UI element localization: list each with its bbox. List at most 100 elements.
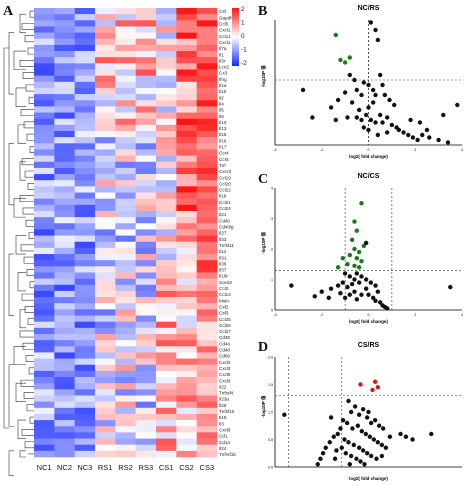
sample-label: RS2 (118, 463, 133, 472)
data-point (377, 112, 383, 118)
data-point (342, 271, 348, 276)
y-tick-label: 1 (271, 278, 273, 282)
heatmap-cell (196, 303, 218, 310)
data-point (356, 107, 362, 113)
heatmap-cell (115, 38, 136, 46)
heatmap-cell (156, 309, 177, 316)
heatmap-cell (196, 26, 218, 33)
heatmap-cell (196, 254, 218, 261)
data-point (368, 420, 374, 426)
heatmap-cell (176, 321, 197, 329)
heatmap-cell (54, 266, 75, 273)
heatmap-cell (135, 235, 157, 243)
data-point (417, 120, 423, 125)
heatmap-cell (176, 389, 197, 396)
heatmap-cell (34, 450, 55, 458)
heatmap-cell (95, 155, 116, 163)
heatmap-cell (176, 395, 197, 402)
heatmap-cell (95, 137, 116, 144)
heatmap-cell (34, 217, 55, 224)
heatmap-cell (156, 167, 177, 175)
heatmap-cell (176, 346, 197, 353)
heatmap-cell (156, 100, 177, 107)
data-point (361, 243, 367, 249)
gene-label: Cxcl3 (219, 366, 231, 371)
heatmap-cell (156, 161, 177, 169)
x-tick-label: 4 (461, 313, 463, 317)
heatmap-cell (135, 420, 157, 427)
heatmap-cell (135, 407, 157, 415)
gene-label: Tnfsf11 (219, 243, 234, 248)
heatmap-cell (115, 340, 136, 347)
data-point (349, 100, 355, 105)
heatmap-cell (196, 444, 218, 452)
heatmap-cell (176, 118, 197, 126)
data-point (370, 387, 375, 393)
heatmap-cell (156, 149, 177, 156)
heatmap-cell (115, 395, 136, 402)
heatmap-cell (196, 155, 218, 163)
heatmap-cell (115, 321, 136, 329)
heatmap-cell (156, 38, 177, 46)
heatmap-cell (74, 155, 96, 163)
heatmap-cell (95, 358, 116, 366)
heatmap-cell (74, 364, 96, 372)
data-point (352, 219, 357, 224)
heatmap-cell (196, 87, 218, 95)
data-point (385, 306, 390, 311)
heatmap-cell (54, 444, 75, 452)
heatmap-cell (176, 51, 197, 58)
heatmap-cell (135, 426, 157, 433)
heatmap-cell (135, 167, 157, 175)
data-point (410, 135, 416, 140)
data-point (335, 265, 341, 270)
data-point (347, 462, 352, 467)
heatmap-cell (156, 210, 177, 218)
data-point (375, 132, 381, 138)
heatmap-cell (156, 180, 177, 187)
heatmap-cell (34, 327, 55, 335)
heatmap-cell (176, 161, 197, 169)
data-point (373, 120, 378, 125)
sample-label: NC1 (37, 463, 52, 472)
heatmap-cell (115, 143, 136, 150)
heatmap-cell (156, 284, 177, 292)
heatmap-cell (74, 327, 96, 335)
heatmap-cell (95, 315, 116, 322)
y-tick-label: 0.5 (268, 438, 273, 442)
heatmap-cell (196, 327, 218, 335)
gene-label: Il36 (219, 261, 227, 266)
data-point (363, 112, 369, 118)
data-point (373, 92, 378, 98)
data-point (359, 92, 364, 98)
heatmap-cell (54, 284, 75, 292)
heatmap-cell (115, 235, 136, 243)
data-point (347, 292, 352, 297)
heatmap-cell (135, 358, 157, 366)
gene-label: Il6 (219, 114, 224, 119)
heatmap-cell (95, 407, 116, 415)
heatmap-cell (54, 321, 75, 329)
data-point (343, 451, 348, 456)
heatmap-cell (34, 315, 55, 322)
heatmap-cell (54, 229, 75, 236)
heatmap-cell (74, 100, 96, 107)
data-point (406, 132, 411, 138)
heatmap-cell (34, 401, 55, 409)
heatmap-cell (95, 69, 116, 76)
data-point (380, 82, 385, 88)
heatmap-cell (54, 272, 75, 279)
heatmap-cell (95, 32, 116, 40)
heatmap-cell (54, 57, 75, 64)
heatmap-cell (135, 450, 157, 458)
heatmap-cell (95, 413, 116, 421)
heatmap-cell (95, 75, 116, 83)
y-tick-label: 1.0 (268, 410, 273, 414)
heatmap-cell (54, 106, 75, 113)
data-point (375, 37, 381, 43)
heatmap-cell (74, 370, 96, 378)
heatmap-cell (34, 106, 55, 113)
heatmap-cell (54, 51, 75, 58)
heatmap-cell (95, 161, 116, 169)
